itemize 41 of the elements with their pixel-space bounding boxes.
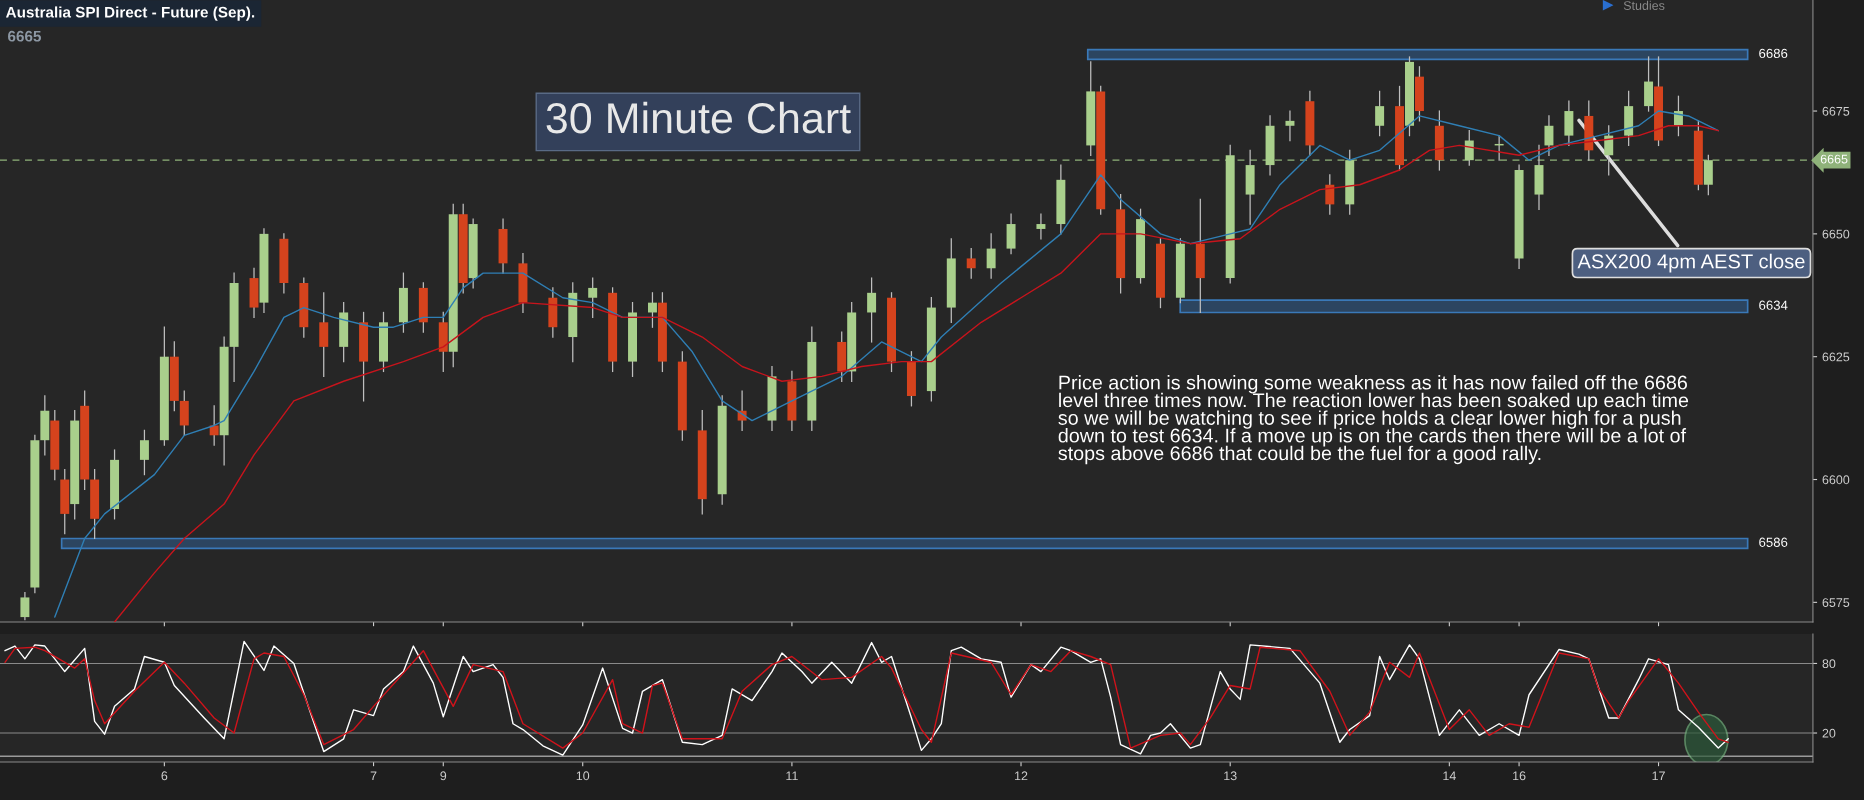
y-tick-label: 6650 — [1822, 229, 1850, 239]
candlestick — [20, 591, 30, 621]
candlestick — [1325, 174, 1335, 215]
candlestick — [1464, 130, 1474, 166]
band-label: 6586 — [1759, 537, 1788, 547]
annotation: ASX200 4pm AEST close — [1577, 253, 1805, 273]
x-tick-label: 17 — [1652, 771, 1665, 781]
candlestick — [1544, 115, 1554, 156]
y-tick-label: 6675 — [1822, 106, 1850, 116]
x-tick-label: 7 — [370, 771, 377, 781]
candlestick — [966, 247, 976, 279]
y-tick-label: 6625 — [1822, 352, 1850, 362]
candlestick — [139, 429, 149, 476]
candlestick — [1375, 90, 1385, 137]
x-tick-label: 11 — [786, 771, 798, 781]
annotation: Studies — [1623, 0, 1665, 10]
candlestick — [867, 277, 877, 343]
band-label: 6634 — [1759, 300, 1788, 310]
candlestick — [588, 277, 598, 319]
chart-title: Australia SPI Direct - Future (Sep). — [5, 6, 255, 21]
y-tick-label: 20 — [1822, 728, 1836, 738]
annotation: 30 Minute Chart — [546, 101, 851, 134]
x-tick-label: 6 — [161, 771, 168, 781]
x-tick-label: 9 — [440, 771, 447, 781]
candlestick — [1036, 213, 1046, 240]
x-tick-label: 13 — [1224, 771, 1237, 781]
y-tick-label: 6575 — [1822, 598, 1850, 607]
x-tick-label: 12 — [1015, 771, 1028, 781]
x-tick-label: 14 — [1443, 771, 1456, 781]
y-tick-label: 6600 — [1822, 475, 1850, 485]
band-label: 6686 — [1759, 48, 1788, 59]
candlestick — [209, 405, 219, 446]
candlestick — [986, 233, 996, 279]
x-tick-label: 16 — [1513, 771, 1526, 781]
candlestick — [1285, 110, 1295, 142]
x-tick-label: 10 — [576, 771, 590, 781]
ref-line-label: 6665 — [1820, 154, 1848, 164]
candlestick — [647, 292, 657, 328]
text: 6665 — [8, 30, 42, 42]
y-tick-label: 80 — [1822, 659, 1836, 669]
annotation: Price action is showing some weakness as it has now failed off the 6686 level three times now. The reaction lower has been soaked up each time so we will be watching to see if price holds a clear lower high for a push down to test 6634. If a move up is on the cards then there will be a lot of stops above 6686 that could be the fuel for a good rally. — [1058, 375, 1689, 465]
